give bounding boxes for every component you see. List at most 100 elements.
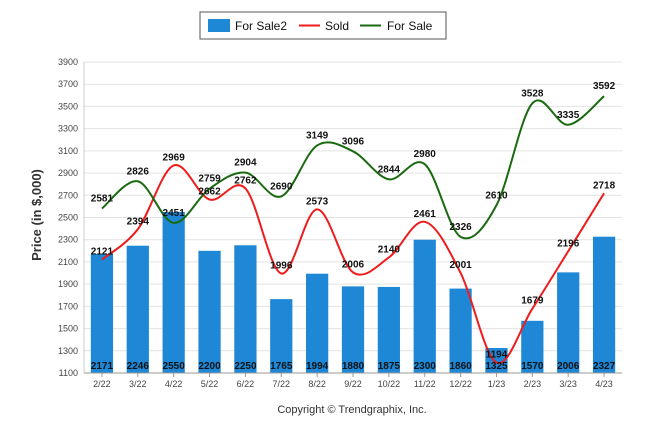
for-sale-label-5/22: 2759 [198,174,221,185]
bar-5/22 [198,250,221,373]
y-tick-label-3500: 3500 [58,101,78,111]
bar-label-3/23: 2006 [557,361,580,372]
x-tick-label-1/23: 1/23 [488,379,506,389]
for-sale-label-10/22: 2844 [378,164,401,175]
x-tick-label-12/22: 12/22 [449,379,472,389]
bar-label-11/22: 2300 [414,361,437,372]
y-tick-label-1700: 1700 [58,301,78,311]
for-sale-label-7/22: 2690 [270,181,293,192]
sold-label-5/22: 2662 [198,187,221,198]
for-sale-label-4/23: 3592 [593,81,616,92]
bar-label-2/23: 1570 [521,361,544,372]
line-for-sale [101,95,605,240]
bar-label-10/22: 1875 [378,361,401,372]
x-tick-label-7/22: 7/22 [273,379,291,389]
bar-label-6/22: 2250 [234,361,257,372]
x-tick-label-3/22: 3/22 [129,379,147,389]
x-tick-label-10/22: 10/22 [378,379,401,389]
x-tick-label-3/23: 3/23 [559,379,577,389]
bar-8/22 [306,273,329,373]
y-tick-label-3700: 3700 [58,79,78,89]
sold-label-2/23: 1679 [521,296,544,307]
sold-label-11/22: 2461 [414,209,437,220]
y-tick-label-1500: 1500 [58,324,78,334]
bar-label-9/22: 1880 [342,361,365,372]
bar-label-8/22: 1994 [306,361,329,372]
sold-label-9/22: 2006 [342,259,365,270]
copyright: Copyright © Trendgraphix, Inc. [277,404,426,416]
x-tick-label-4/23: 4/23 [595,379,613,389]
bar-3/22 [126,245,149,373]
sold-label-7/22: 1996 [270,260,293,271]
x-tick-label-11/22: 11/22 [414,379,436,389]
y-tick-label-3900: 3900 [58,57,78,67]
for-sale-label-3/22: 2826 [127,166,150,177]
bar-4/23 [592,236,616,373]
sold-label-6/22: 2762 [234,175,257,186]
bar-6/22 [234,245,257,373]
sold-label-4/23: 2718 [593,180,616,191]
bar-11/22 [413,239,436,373]
x-tick-label-8/22: 8/22 [308,379,326,389]
for-sale-label-2/23: 3528 [521,88,544,99]
for-sale-label-4/22: 2451 [163,208,186,219]
bar-12/22 [449,288,472,373]
x-axis: 2/22 3/22 4/22 5/22 6/22 7/22 8/22 9/22 10/22 11/… [84,372,622,389]
y-tick-label-2900: 2900 [58,168,78,178]
sold-label-3/23: 2196 [557,238,580,249]
for-sale-label-1/23: 2610 [485,190,508,201]
bar-label-3/22: 2246 [127,361,150,372]
x-tick-label-5/22: 5/22 [201,379,219,389]
y-tick-label-2100: 2100 [58,257,78,267]
y-axis-label: Price (in $,000) [29,169,44,261]
for-sale-label-11/22: 2980 [414,149,437,160]
sold-label-2/22: 2121 [91,247,114,258]
bar-label-5/22: 2200 [198,361,221,372]
bar-7/22 [270,299,293,373]
for-sale-label-3/23: 3335 [557,110,580,121]
y-tick-label-1900: 1900 [58,279,78,289]
sold-label-10/22: 2140 [378,244,401,255]
bar-3/23 [557,272,580,373]
y-tick-label-2300: 2300 [58,235,78,245]
y-tick-label-3100: 3100 [58,146,78,156]
for-sale-label-8/22: 3149 [306,130,329,141]
bar-label-2/22: 2171 [91,361,114,372]
legend-label-for-sale2: For Sale2 [235,19,287,33]
legend-label-sold: Sold [325,19,349,33]
bar-label-1/23: 1325 [485,361,508,372]
bar-label-7/22: 1765 [270,361,293,372]
legend-box [199,11,447,40]
x-tick-label-2/23: 2/23 [524,379,542,389]
bar-label-4/22: 2550 [163,361,186,372]
for-sale-label-9/22: 3096 [342,136,365,147]
for-sale-label-2/22: 2581 [91,194,114,205]
y-tick-label-3300: 3300 [58,124,78,134]
sold-label-12/22: 2001 [449,260,472,271]
y-axis: 1100 1300 1500 1700 1900 2100 2300 2500 2700 2900… [58,57,85,378]
bar-2/23 [521,320,544,373]
legend-swatch-for-sale2 [208,19,230,32]
data-labels: 2171 2246 2550 2200 2250 1765 1994 1880 1875 2300… [91,81,616,372]
lines [101,95,605,364]
x-tick-label-9/22: 9/22 [344,379,362,389]
x-tick-label-2/22: 2/22 [93,379,111,389]
sold-label-1/23: 1194 [486,350,508,361]
bar-10/22 [377,286,400,373]
for-sale-label-6/22: 2904 [234,158,257,169]
for-sale-label-12/22: 2326 [449,222,472,233]
y-tick-label-2700: 2700 [58,190,78,200]
bar-label-12/22: 1860 [449,361,472,372]
sold-label-4/22: 2969 [163,152,186,163]
bar-4/22 [162,211,185,373]
bars-for-sale2 [90,211,616,373]
legend-label-for-sale: For Sale [387,19,433,33]
sold-label-3/22: 2394 [127,216,150,227]
bar-label-4/23: 2327 [593,361,616,372]
legend: For Sale2 Sold For Sale [199,11,447,40]
x-tick-label-4/22: 4/22 [165,379,183,389]
line-sold [101,164,605,364]
y-tick-label-1100: 1100 [59,368,78,378]
y-tick-label-2500: 2500 [58,213,78,223]
